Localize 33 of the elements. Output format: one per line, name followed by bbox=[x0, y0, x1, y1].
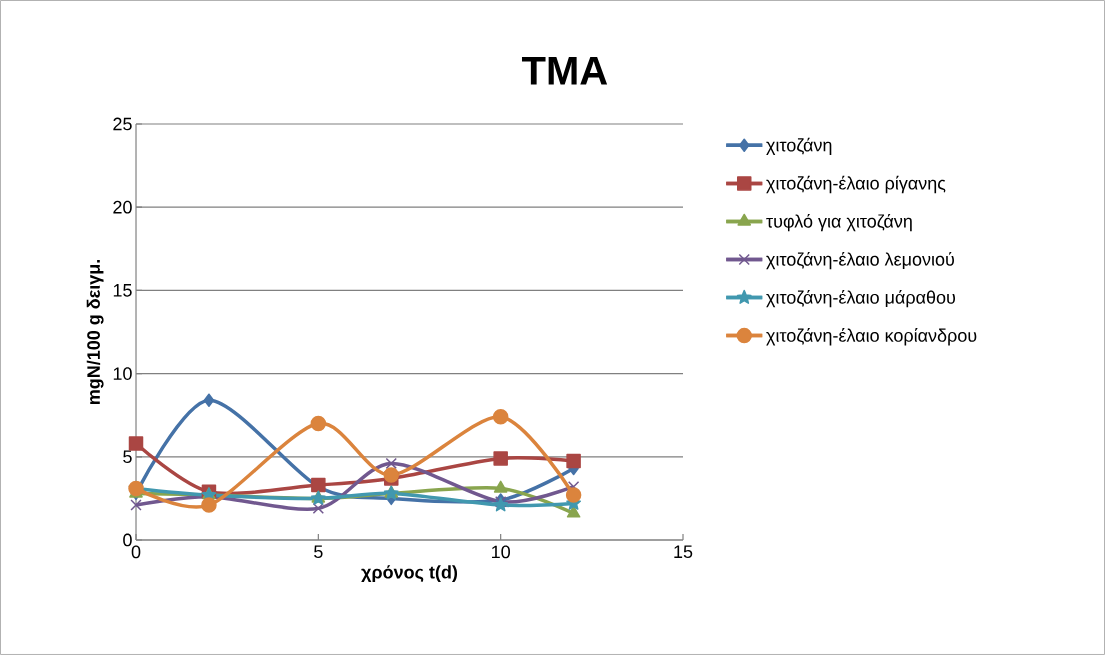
legend-label: χιτοζάνη bbox=[766, 137, 832, 156]
chart-title: TMA bbox=[521, 56, 608, 85]
point bbox=[128, 436, 144, 451]
y-tick-label: 10 bbox=[113, 367, 132, 380]
y-tick-label: 15 bbox=[113, 284, 132, 297]
y-tick-label: 25 bbox=[113, 117, 132, 131]
point bbox=[383, 467, 400, 483]
x-tick-label: 10 bbox=[492, 545, 510, 559]
point bbox=[493, 480, 508, 493]
x-axis-title: χρόνος t(d) bbox=[361, 565, 458, 583]
point bbox=[201, 497, 217, 513]
point bbox=[492, 409, 509, 425]
y-axis-title: mgN/100 g δειγμ. bbox=[86, 259, 104, 405]
y-tick-label: 0 bbox=[123, 533, 132, 547]
legend-label: χιτοζάνη-έλαιο μάραθου bbox=[766, 290, 956, 308]
point bbox=[385, 457, 397, 470]
legend-label: χιτοζάνη-έλαιο λεμονιού bbox=[766, 251, 954, 270]
point bbox=[566, 505, 581, 518]
y-tick-label: 5 bbox=[123, 450, 132, 464]
x-tick-label: 5 bbox=[314, 545, 323, 559]
point bbox=[493, 497, 509, 512]
legend-label: τυφλό για χιτοζάνη bbox=[766, 213, 912, 232]
point bbox=[203, 393, 215, 407]
point bbox=[310, 415, 327, 432]
point bbox=[566, 453, 581, 469]
point bbox=[130, 499, 142, 511]
legend-label: χιτοζάνη-έλαιο κορίανδρου bbox=[766, 328, 977, 346]
legend-label: χιτοζάνη-έλαιο ρίγανης bbox=[766, 175, 946, 194]
point bbox=[312, 502, 325, 515]
point bbox=[565, 487, 582, 503]
y-tick-label: 20 bbox=[113, 200, 132, 214]
point bbox=[493, 451, 508, 466]
x-tick-label: 15 bbox=[674, 545, 693, 559]
